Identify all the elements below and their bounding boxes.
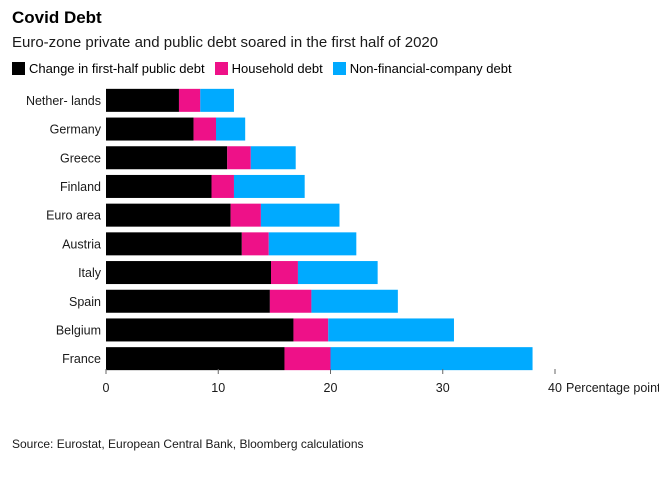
category-label-greece: Greece bbox=[60, 151, 101, 165]
bar-belgium-household-debt bbox=[293, 318, 329, 342]
bar-austria-non-financial-company-debt bbox=[268, 232, 357, 256]
bar-italy-change-in-first-half-public-debt bbox=[106, 261, 272, 285]
bar-spain-change-in-first-half-public-debt bbox=[106, 289, 270, 313]
x-tick-label-20: 20 bbox=[324, 381, 338, 395]
bar-austria-household-debt bbox=[241, 232, 269, 256]
x-tick-label-40: 40 bbox=[548, 381, 562, 395]
bar-france-non-financial-company-debt bbox=[330, 347, 533, 371]
bar-italy-household-debt bbox=[271, 261, 298, 285]
bar-france-change-in-first-half-public-debt bbox=[106, 347, 285, 371]
category-label-finland: Finland bbox=[60, 180, 101, 194]
legend-label-household-debt: Household debt bbox=[231, 61, 323, 76]
bar-italy-non-financial-company-debt bbox=[297, 261, 378, 285]
bar-nether-lands-household-debt bbox=[178, 88, 201, 112]
category-label-austria: Austria bbox=[62, 237, 101, 251]
category-label-italy: Italy bbox=[78, 266, 102, 280]
chart-subtitle: Euro-zone private and public debt soared… bbox=[12, 34, 439, 51]
bar-finland-non-financial-company-debt bbox=[233, 174, 305, 198]
category-label-germany: Germany bbox=[50, 123, 102, 137]
bar-finland-household-debt bbox=[211, 174, 234, 198]
legend-swatch-company-debt bbox=[332, 62, 346, 75]
category-label-nether-lands: Nether- lands bbox=[26, 94, 101, 108]
legend-swatch-household-debt bbox=[214, 62, 228, 75]
legend-item-company-debt: Non-financial-company debt bbox=[332, 61, 512, 76]
bar-germany-change-in-first-half-public-debt bbox=[106, 117, 194, 141]
chart-source: Source: Eurostat, European Central Bank,… bbox=[12, 437, 364, 451]
x-tick-label-10: 10 bbox=[211, 381, 225, 395]
category-label-belgium: Belgium bbox=[56, 323, 101, 337]
category-label-euro-area: Euro area bbox=[46, 209, 101, 223]
bar-euro-area-change-in-first-half-public-debt bbox=[106, 203, 231, 227]
legend-label-company-debt: Non-financial-company debt bbox=[349, 61, 512, 76]
chart-title: Covid Debt bbox=[12, 8, 102, 27]
bar-belgium-non-financial-company-debt bbox=[328, 318, 454, 342]
bar-greece-household-debt bbox=[227, 146, 251, 170]
bar-germany-household-debt bbox=[193, 117, 217, 141]
bar-austria-change-in-first-half-public-debt bbox=[106, 232, 242, 256]
x-tick-label-0: 0 bbox=[103, 381, 110, 395]
x-tick-label-30: 30 bbox=[436, 381, 450, 395]
bar-spain-household-debt bbox=[269, 289, 312, 313]
bar-finland-change-in-first-half-public-debt bbox=[106, 174, 212, 198]
category-label-spain: Spain bbox=[69, 295, 101, 309]
bar-nether-lands-change-in-first-half-public-debt bbox=[106, 88, 179, 112]
bar-france-household-debt bbox=[284, 347, 331, 371]
bar-greece-change-in-first-half-public-debt bbox=[106, 146, 228, 170]
bar-belgium-change-in-first-half-public-debt bbox=[106, 318, 294, 342]
bar-germany-non-financial-company-debt bbox=[216, 117, 246, 141]
chart-legend: Change in first-half public debt Househo… bbox=[12, 61, 522, 76]
category-label-france: France bbox=[62, 352, 101, 366]
legend-label-public-debt: Change in first-half public debt bbox=[29, 61, 205, 76]
bar-euro-area-household-debt bbox=[230, 203, 261, 227]
legend-item-public-debt: Change in first-half public debt bbox=[12, 61, 205, 76]
bar-euro-area-non-financial-company-debt bbox=[260, 203, 340, 227]
x-axis-label: Percentage points of GD bbox=[566, 381, 659, 395]
bar-nether-lands-non-financial-company-debt bbox=[200, 88, 234, 112]
legend-swatch-public-debt bbox=[12, 62, 25, 75]
bar-spain-non-financial-company-debt bbox=[311, 289, 398, 313]
bar-greece-non-financial-company-debt bbox=[250, 146, 296, 170]
legend-item-household-debt: Household debt bbox=[214, 61, 323, 76]
